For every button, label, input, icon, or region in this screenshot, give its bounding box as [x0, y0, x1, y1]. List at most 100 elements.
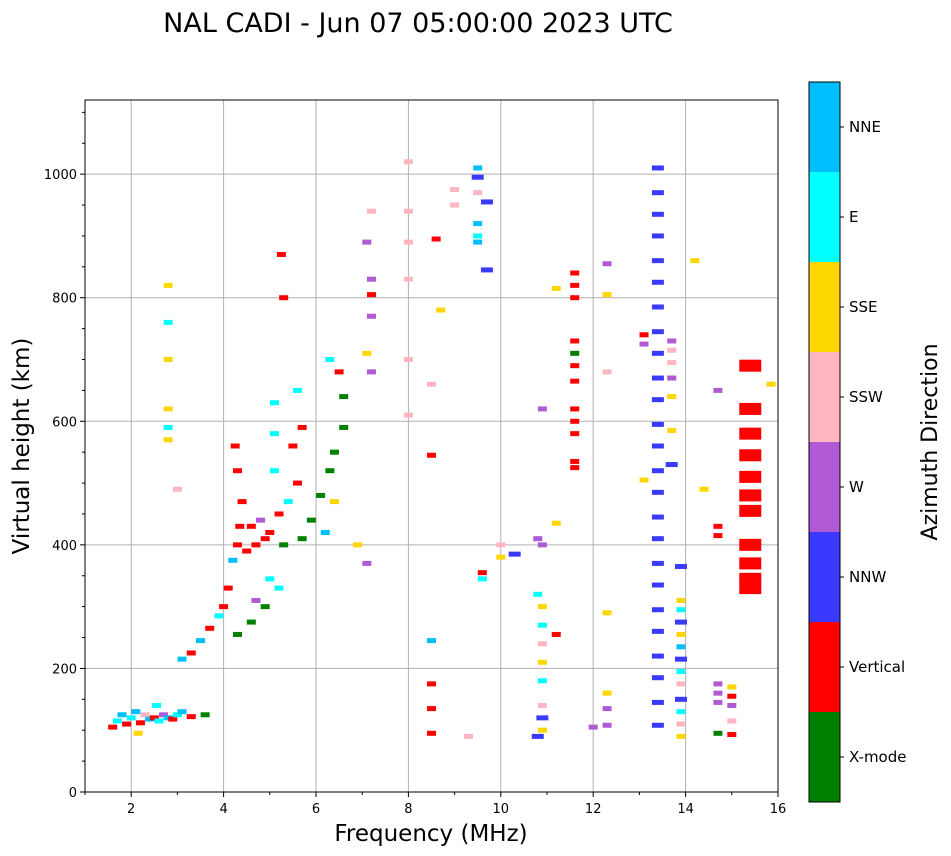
colorbar-label: SSW — [849, 388, 883, 406]
echo-mark — [739, 489, 762, 502]
echo-mark — [306, 517, 316, 523]
echo-mark — [159, 712, 169, 718]
echo-mark — [140, 712, 150, 718]
x-tick-label: 4 — [219, 802, 227, 817]
echo-mark — [463, 733, 473, 739]
echo-mark — [366, 292, 376, 298]
echo-mark — [570, 350, 580, 356]
echo-mark — [366, 369, 376, 375]
echo-mark — [251, 542, 261, 548]
plot-frame — [84, 99, 779, 793]
echo-mark — [473, 233, 483, 239]
echo-mark — [496, 554, 506, 560]
echo-mark — [117, 712, 127, 718]
echo-mark — [508, 551, 521, 557]
echo-mark — [570, 270, 580, 276]
echo-mark — [713, 523, 723, 529]
echo-mark — [163, 437, 173, 443]
echo-mark — [205, 625, 215, 631]
grid — [85, 100, 778, 792]
echo-mark — [477, 576, 487, 582]
echo-mark — [537, 678, 547, 684]
echo-mark — [651, 607, 664, 613]
echo-mark — [471, 174, 484, 180]
echo-mark — [232, 468, 242, 474]
echo-mark — [727, 718, 737, 724]
echo-mark — [713, 681, 723, 687]
colorbar-label: X-mode — [849, 748, 906, 766]
echo-mark — [739, 402, 762, 415]
echo-mark — [536, 715, 549, 721]
echo-mark — [200, 712, 210, 718]
echo-mark — [403, 239, 413, 245]
echo-mark — [570, 418, 580, 424]
echo-mark — [260, 604, 270, 610]
echo-mark — [651, 536, 664, 542]
echo-mark — [570, 406, 580, 412]
echo-mark — [362, 239, 372, 245]
echo-mark — [651, 279, 664, 285]
colorbar-label: NNW — [849, 568, 886, 586]
echo-mark — [283, 499, 293, 505]
x-tick-label: 10 — [493, 802, 510, 817]
echo-mark — [651, 304, 664, 310]
echo-mark — [676, 644, 686, 650]
echo-mark — [667, 338, 677, 344]
colorbar-label: W — [849, 478, 864, 496]
echo-mark — [353, 542, 363, 548]
echo-mark — [269, 468, 279, 474]
echo-mark — [531, 733, 544, 739]
echo-mark — [230, 443, 240, 449]
colorbar-segment — [809, 82, 840, 172]
echo-mark — [537, 703, 547, 708]
echo-mark — [339, 394, 349, 400]
echo-mark — [667, 428, 677, 434]
colorbar-segment — [809, 262, 840, 352]
echo-mark — [676, 669, 686, 675]
echo-mark — [325, 357, 335, 362]
echo-mark — [154, 718, 164, 724]
x-tick-label: 2 — [127, 802, 135, 817]
echo-mark — [651, 514, 664, 520]
echo-mark — [676, 597, 686, 603]
echo-mark — [362, 350, 372, 356]
echo-mark — [602, 706, 612, 712]
echo-mark — [570, 465, 580, 471]
echo-mark — [450, 187, 460, 193]
echo-mark — [265, 576, 275, 582]
echo-mark — [651, 675, 664, 681]
echo-mark — [256, 517, 266, 523]
echo-mark — [651, 397, 664, 403]
colorbar-frame — [808, 81, 841, 803]
echo-mark — [651, 190, 664, 196]
echo-mark — [235, 523, 245, 529]
echo-mark — [163, 715, 173, 721]
echo-mark — [651, 443, 664, 449]
x-tick-label: 16 — [770, 802, 787, 817]
echo-mark — [651, 211, 664, 217]
echo-mark — [651, 722, 664, 728]
echo-mark — [602, 292, 612, 298]
x-axis-label: Frequency (MHz) — [334, 821, 527, 847]
x-axis: 2 4 6 8 10 12 14 16 — [84, 792, 787, 817]
echo-mark — [196, 638, 205, 644]
echo-mark — [163, 406, 173, 412]
echo-mark — [279, 295, 289, 301]
colorbar-segment — [809, 622, 840, 712]
echo-mark — [152, 703, 162, 708]
echo-mark — [739, 449, 762, 462]
echo-mark — [163, 319, 173, 325]
echo-mark — [537, 659, 547, 665]
echo-mark — [477, 570, 487, 576]
echo-mark — [436, 307, 446, 313]
echo-mark — [163, 357, 173, 362]
echo-mark — [651, 489, 664, 495]
echo-mark — [602, 610, 612, 616]
echo-mark — [496, 542, 506, 548]
echo-mark — [739, 359, 762, 372]
echo-mark — [651, 582, 664, 588]
echo-mark — [431, 236, 441, 242]
echo-mark — [274, 585, 284, 591]
echo-mark — [676, 607, 686, 613]
echo-mark — [676, 709, 686, 715]
